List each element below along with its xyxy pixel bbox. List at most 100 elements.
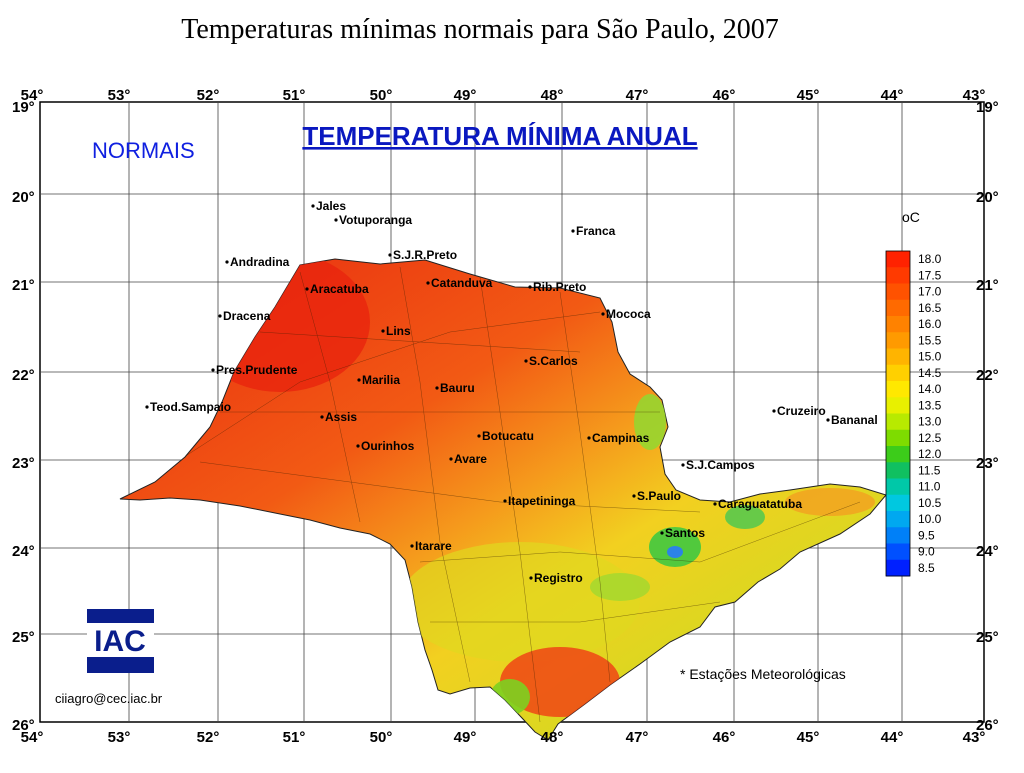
city-label: Santos xyxy=(665,526,705,540)
latitude-label-right: 22° xyxy=(976,367,999,384)
latitude-label-right: 21° xyxy=(976,277,999,294)
city-marker xyxy=(435,386,439,390)
city-label: Lins xyxy=(386,324,411,338)
city-marker xyxy=(305,287,309,291)
legend-swatch xyxy=(886,527,910,544)
latitude-label-left: 26° xyxy=(12,717,35,734)
legend-value: 16.0 xyxy=(918,317,942,331)
city-label: Avare xyxy=(454,452,487,466)
city-marker xyxy=(632,494,636,498)
longitude-label-bottom: 47° xyxy=(626,729,649,746)
color-legend: 18.0 17.5 17.0 16.5 16.0 15.5 15.0 14.5 14.0 13.5… xyxy=(885,250,942,577)
map-panel: 54° 53° 52° 51° 50° 49° 48° 47° 46° 45° 44° 43° 54°… xyxy=(0,82,1024,768)
contact-email: ciiagro@cec.iac.br xyxy=(55,691,163,706)
latitude-label-right: 24° xyxy=(976,543,999,560)
legend-value: 9.5 xyxy=(918,528,935,542)
longitude-label-bottom: 50° xyxy=(370,729,393,746)
legend-unit: oC xyxy=(902,209,920,225)
legend-value: 13.0 xyxy=(918,415,942,429)
city-label: Aracatuba xyxy=(310,282,369,296)
city-marker xyxy=(587,436,591,440)
legend-value: 11.5 xyxy=(918,463,941,477)
longitude-label-bottom: 54° xyxy=(21,729,44,746)
legend-swatch xyxy=(886,316,910,333)
legend-value: 17.5 xyxy=(918,268,942,282)
legend-value: 15.0 xyxy=(918,350,942,364)
legend-swatch xyxy=(886,364,910,382)
legend-swatch xyxy=(886,559,910,577)
legend-swatch xyxy=(886,267,910,284)
legend-swatch xyxy=(886,332,910,349)
latitude-label-left: 22° xyxy=(12,367,35,384)
legend-swatch xyxy=(886,251,910,268)
city-label: Dracena xyxy=(223,309,271,323)
city-label: Itapetininga xyxy=(508,494,576,508)
city-label: Campinas xyxy=(592,431,650,445)
legend-swatch xyxy=(886,511,910,528)
longitude-label-top: 43° xyxy=(963,87,986,104)
city-marker xyxy=(713,502,717,506)
latitude-labels-right: 19° 20° 21° 22° 23° 24° 25° 26° xyxy=(976,99,999,734)
latitude-labels-left: 19° 20° 21° 22° 23° 24° 25° 26° xyxy=(12,99,35,734)
longitude-label-top: 52° xyxy=(197,87,220,104)
city-marker xyxy=(225,260,229,264)
latitude-label-right: 23° xyxy=(976,455,999,472)
latitude-label-left: 25° xyxy=(12,629,35,646)
city-label: Mococa xyxy=(606,307,651,321)
legend-value: 16.5 xyxy=(918,301,942,315)
city-marker xyxy=(381,329,385,333)
legend-value: 13.5 xyxy=(918,398,942,412)
city-label: Ourinhos xyxy=(361,439,415,453)
longitude-label-bottom: 49° xyxy=(454,729,477,746)
city-marker xyxy=(320,415,324,419)
city-label: Botucatu xyxy=(482,429,534,443)
city-marker xyxy=(772,409,776,413)
longitude-label-bottom: 43° xyxy=(963,729,986,746)
city-marker xyxy=(357,378,361,382)
city-label: Andradina xyxy=(230,255,290,269)
legend-value: 8.5 xyxy=(918,561,935,575)
legend-value: 10.5 xyxy=(918,496,942,510)
city-label: Cruzeiro xyxy=(777,404,826,418)
city-marker xyxy=(660,531,664,535)
map-heading: TEMPERATURA MÍNIMA ANUAL xyxy=(302,121,697,151)
legend-swatch xyxy=(886,429,910,447)
city-marker xyxy=(388,253,392,257)
city-label: Itarare xyxy=(415,539,452,553)
longitude-label-top: 46° xyxy=(713,87,736,104)
city-label: Votuporanga xyxy=(339,213,412,227)
city-marker xyxy=(477,434,481,438)
city-label: Teod.Sampaio xyxy=(150,400,231,414)
city-marker xyxy=(311,204,315,208)
longitude-label-bottom: 48° xyxy=(541,729,564,746)
city-label: Bauru xyxy=(440,381,475,395)
latitude-label-left: 20° xyxy=(12,189,35,206)
legend-value: 15.5 xyxy=(918,333,942,347)
longitude-label-top: 47° xyxy=(626,87,649,104)
city-label: Pres.Prudente xyxy=(216,363,298,377)
city-marker xyxy=(571,229,575,233)
legend-value: 14.0 xyxy=(918,382,942,396)
longitude-label-bottom: 44° xyxy=(881,729,904,746)
legend-swatch xyxy=(886,462,910,479)
city-marker xyxy=(410,544,414,548)
stations-note: * Estações Meteorológicas xyxy=(680,666,846,682)
city-marker xyxy=(449,457,453,461)
city-label: Catanduva xyxy=(431,276,493,290)
city-marker xyxy=(426,281,430,285)
legend-swatch xyxy=(886,348,910,366)
longitude-label-top: 44° xyxy=(881,87,904,104)
legend-value: 12.5 xyxy=(918,431,942,445)
latitude-label-left: 19° xyxy=(12,99,35,116)
city-label: Bananal xyxy=(831,413,878,427)
legend-swatch xyxy=(886,299,910,317)
legend-value: 12.0 xyxy=(918,447,942,461)
city-marker xyxy=(334,218,338,222)
legend-value: 17.0 xyxy=(918,285,942,299)
legend-swatch xyxy=(886,397,910,414)
latitude-label-right: 26° xyxy=(976,717,999,734)
city-marker xyxy=(529,576,533,580)
city-marker xyxy=(826,418,830,422)
city-label: Rib.Preto xyxy=(533,280,586,294)
legend-value: 11.0 xyxy=(918,480,941,494)
